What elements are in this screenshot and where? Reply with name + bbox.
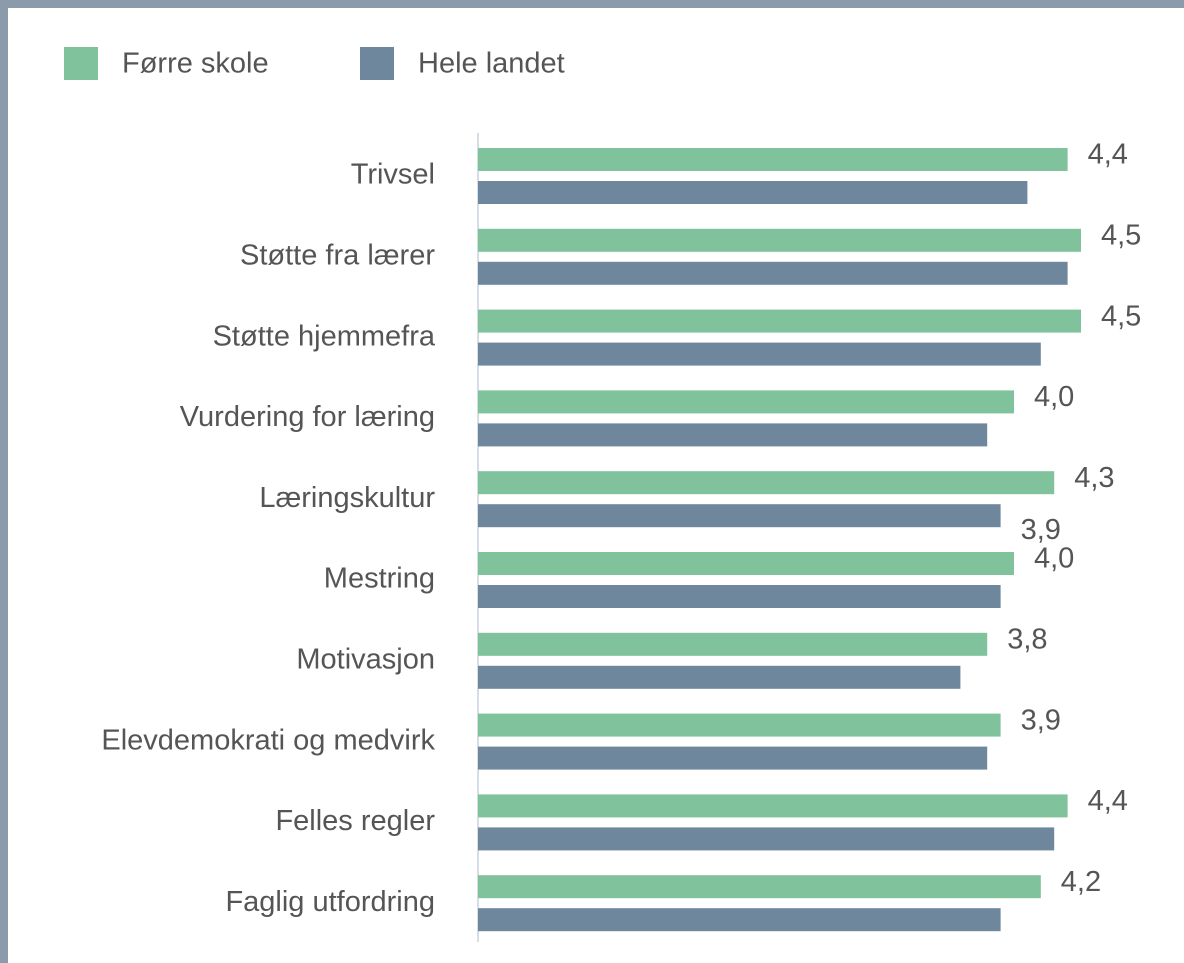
bar (478, 181, 1028, 204)
bar (478, 261, 1068, 285)
value-label: 3,9 (1021, 514, 1061, 546)
legend-swatch (64, 47, 98, 80)
value-label: 4,5 (1101, 300, 1141, 332)
y-tick-label: Faglig utfordring (225, 886, 435, 918)
bar (478, 342, 1041, 366)
y-tick-label: Læringskultur (259, 482, 435, 514)
bar (478, 746, 988, 770)
y-tick-label: Vurdering for læring (180, 401, 435, 433)
bar (478, 504, 1001, 528)
bar (478, 471, 1055, 495)
y-tick-label: Felles regler (275, 805, 435, 837)
bar (478, 713, 1001, 737)
bar (478, 423, 988, 447)
value-label: 4,2 (1061, 866, 1101, 898)
value-label: 4,4 (1088, 139, 1128, 171)
bar (478, 228, 1081, 252)
bar (478, 552, 1014, 575)
value-label: 4,4 (1088, 785, 1128, 817)
y-tick-label: Motivasjon (296, 643, 435, 675)
value-label: 3,9 (1021, 704, 1061, 736)
value-label: 4,5 (1101, 219, 1141, 251)
y-tick-label: Mestring (324, 563, 435, 595)
bar (478, 632, 988, 656)
y-tick-label: Støtte fra lærer (240, 239, 435, 271)
bar (478, 390, 1014, 414)
y-tick-label: Støtte hjemmefra (213, 320, 436, 352)
y-tick-label: Elevdemokrati og medvirk (101, 724, 435, 756)
bar (478, 794, 1068, 818)
legend-label: Hele landet (418, 48, 565, 80)
bar (478, 908, 1001, 932)
value-label: 4,3 (1074, 462, 1114, 494)
y-tick-label: Trivsel (351, 159, 435, 191)
value-label: 3,8 (1007, 623, 1047, 655)
bar (478, 148, 1068, 171)
value-label: 4,0 (1034, 381, 1074, 413)
bar (478, 875, 1041, 899)
bar (478, 665, 961, 689)
legend-label: Førre skole (122, 48, 269, 80)
value-label: 4,0 (1034, 543, 1074, 575)
legend-swatch (360, 47, 394, 80)
bar (478, 585, 1001, 608)
bar (478, 827, 1055, 851)
bar (478, 309, 1081, 333)
